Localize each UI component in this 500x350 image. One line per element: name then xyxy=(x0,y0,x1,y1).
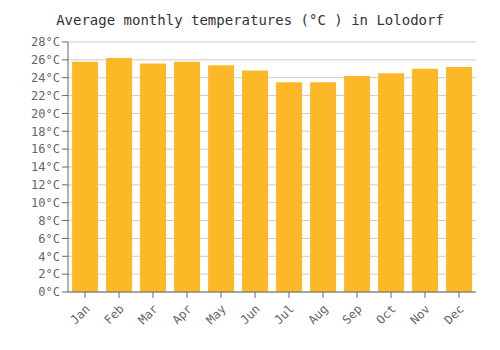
svg-text:24°C: 24°C xyxy=(31,71,60,85)
svg-text:8°C: 8°C xyxy=(38,214,60,228)
svg-text:28°C: 28°C xyxy=(31,35,60,49)
svg-text:12°C: 12°C xyxy=(31,178,60,192)
html-text:Average monthly temperatures (: Average monthly temperatures (°C ) in Lo… xyxy=(56,12,444,28)
svg-text:Apr: Apr xyxy=(170,302,195,327)
svg-text:10°C: 10°C xyxy=(31,196,60,210)
svg-text:Aug: Aug xyxy=(306,302,331,327)
svg-text:16°C: 16°C xyxy=(31,142,60,156)
svg-text:0°C: 0°C xyxy=(38,285,60,299)
svg-text:Oct: Oct xyxy=(374,302,399,327)
svg-text:Feb: Feb xyxy=(102,302,127,327)
svg-text:18°C: 18°C xyxy=(31,125,60,139)
svg-text:2°C: 2°C xyxy=(38,267,60,281)
svg-text:Jun: Jun xyxy=(238,302,263,327)
svg-text:Mar: Mar xyxy=(136,302,161,327)
svg-text:4°C: 4°C xyxy=(38,250,60,264)
svg-text:22°C: 22°C xyxy=(31,89,60,103)
svg-text:Nov: Nov xyxy=(408,302,433,327)
svg-text:Sep: Sep xyxy=(340,302,365,327)
svg-text:Jul: Jul xyxy=(272,302,297,327)
svg-text:Jan: Jan xyxy=(68,302,93,327)
svg-text:14°C: 14°C xyxy=(31,160,60,174)
svg-text:20°C: 20°C xyxy=(31,107,60,121)
svg-text:Dec: Dec xyxy=(442,302,467,327)
svg-text:26°C: 26°C xyxy=(31,53,60,67)
svg-text:May: May xyxy=(204,302,229,327)
svg-text:6°C: 6°C xyxy=(38,232,60,246)
